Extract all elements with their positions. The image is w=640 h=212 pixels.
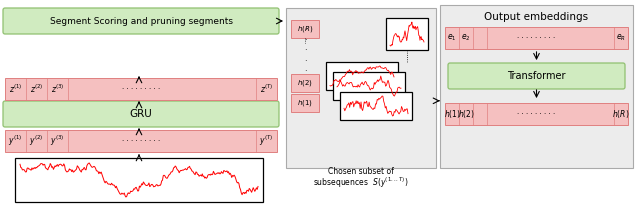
- Bar: [5, 130, 277, 152]
- Text: $z^{(2)}$: $z^{(2)}$: [29, 83, 43, 95]
- Text: $y^{(1)}$: $y^{(1)}$: [8, 134, 22, 148]
- Text: · · · · · · · · ·: · · · · · · · · ·: [122, 86, 160, 92]
- Text: $z^{(3)}$: $z^{(3)}$: [51, 83, 64, 95]
- Text: $z^{(1)}$: $z^{(1)}$: [9, 83, 22, 95]
- Text: $h(R)$: $h(R)$: [297, 24, 313, 34]
- Text: $z^{(T)}$: $z^{(T)}$: [260, 83, 273, 95]
- Text: $y^{(2)}$: $y^{(2)}$: [29, 134, 44, 148]
- Bar: [286, 8, 436, 168]
- Bar: [445, 27, 628, 49]
- Bar: [445, 103, 628, 125]
- Bar: [340, 92, 412, 120]
- Text: $y^{(T)}$: $y^{(T)}$: [259, 134, 273, 148]
- Text: $h(R)$: $h(R)$: [612, 108, 630, 120]
- Bar: [291, 94, 319, 112]
- Bar: [291, 74, 319, 92]
- Text: Output embeddings: Output embeddings: [484, 12, 589, 22]
- Text: $e_2$: $e_2$: [461, 33, 471, 43]
- Bar: [326, 62, 398, 90]
- FancyBboxPatch shape: [3, 101, 279, 127]
- Bar: [15, 158, 263, 202]
- FancyBboxPatch shape: [3, 8, 279, 34]
- Text: GRU: GRU: [130, 109, 152, 119]
- Text: Segment Scoring and pruning segments: Segment Scoring and pruning segments: [49, 17, 232, 25]
- Bar: [5, 78, 277, 100]
- Text: · · · · · · · · ·: · · · · · · · · ·: [517, 111, 556, 117]
- Bar: [386, 18, 428, 50]
- Text: $e_R$: $e_R$: [616, 33, 626, 43]
- Text: $e_1$: $e_1$: [447, 33, 457, 43]
- Text: subsequences  $S(y^{(1...T)})$: subsequences $S(y^{(1...T)})$: [313, 176, 409, 190]
- Text: $h(1)$: $h(1)$: [297, 98, 313, 108]
- Text: · · · · · · · · ·: · · · · · · · · ·: [122, 138, 160, 144]
- FancyBboxPatch shape: [448, 63, 625, 89]
- Text: ·
·
·
·
·: · · · · ·: [304, 26, 307, 76]
- Bar: [291, 20, 319, 38]
- Text: Chosen subset of: Chosen subset of: [328, 167, 394, 177]
- Text: $h(1)$: $h(1)$: [444, 108, 461, 120]
- Text: $h(2)$: $h(2)$: [458, 108, 475, 120]
- Text: · · · · · · · · ·: · · · · · · · · ·: [517, 35, 556, 41]
- Bar: [440, 5, 633, 168]
- Text: $y^{(3)}$: $y^{(3)}$: [50, 134, 65, 148]
- Text: Transformer: Transformer: [508, 71, 566, 81]
- Text: $h(2)$: $h(2)$: [297, 78, 313, 88]
- Bar: [333, 72, 405, 100]
